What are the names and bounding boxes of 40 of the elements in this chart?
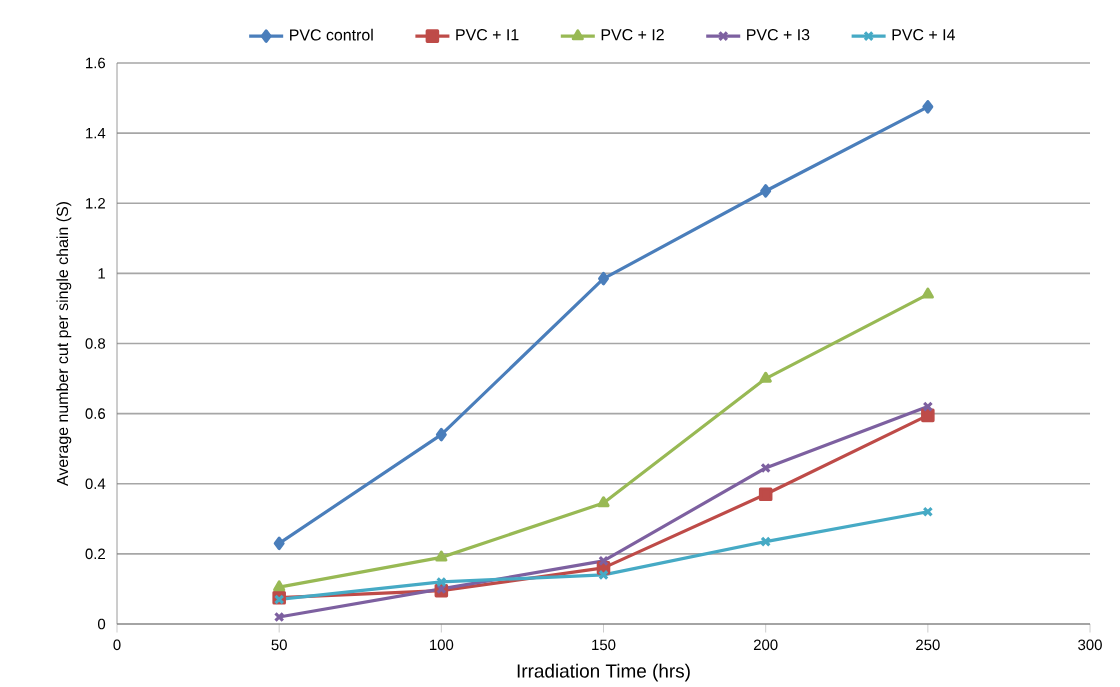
legend-label: PVC + I3 [747, 29, 810, 41]
point [273, 536, 285, 551]
point [597, 496, 610, 508]
x-tick-label: 100 [430, 639, 454, 651]
point [760, 184, 772, 198]
x-tick-label: 50 [271, 639, 287, 651]
point [759, 371, 772, 383]
y-tick-label: 0.4 [85, 478, 106, 490]
point [436, 576, 447, 588]
y-tick-label: 0.6 [85, 408, 106, 419]
legend-label: PVC + I1 [456, 29, 519, 41]
point [598, 555, 609, 567]
x-tick-label: 250 [916, 639, 940, 651]
point [922, 100, 934, 114]
legend-label: PVC + I2 [601, 29, 664, 41]
y-tick-label: 0.2 [85, 548, 105, 560]
x-tick-label: 300 [1078, 639, 1102, 651]
y-tick-label: 0 [97, 618, 106, 630]
point [921, 287, 934, 299]
y-axis-title: Average number cut per single chain (S) [56, 202, 72, 486]
point [435, 427, 447, 442]
point [758, 487, 773, 502]
point [435, 550, 448, 562]
y-tick-label: 1.4 [86, 127, 106, 139]
x-axis-title: Irradiation Time (hrs) [517, 663, 690, 682]
legend-label: PVC + I4 [892, 29, 955, 41]
point [760, 462, 771, 474]
x-tick-label: 200 [753, 639, 778, 651]
point [760, 536, 771, 547]
point [598, 569, 609, 581]
x-tick-label: 150 [592, 639, 616, 651]
x-tick-label: 0 [113, 639, 121, 651]
point [598, 271, 609, 286]
y-tick-label: 0.8 [85, 338, 106, 349]
y-tick-label: 1.6 [86, 57, 106, 69]
point [921, 408, 935, 423]
legend-label: PVC control [290, 28, 373, 41]
y-tick-label: 1 [98, 268, 105, 279]
y-tick-label: 1.2 [86, 198, 105, 209]
point [273, 580, 286, 592]
